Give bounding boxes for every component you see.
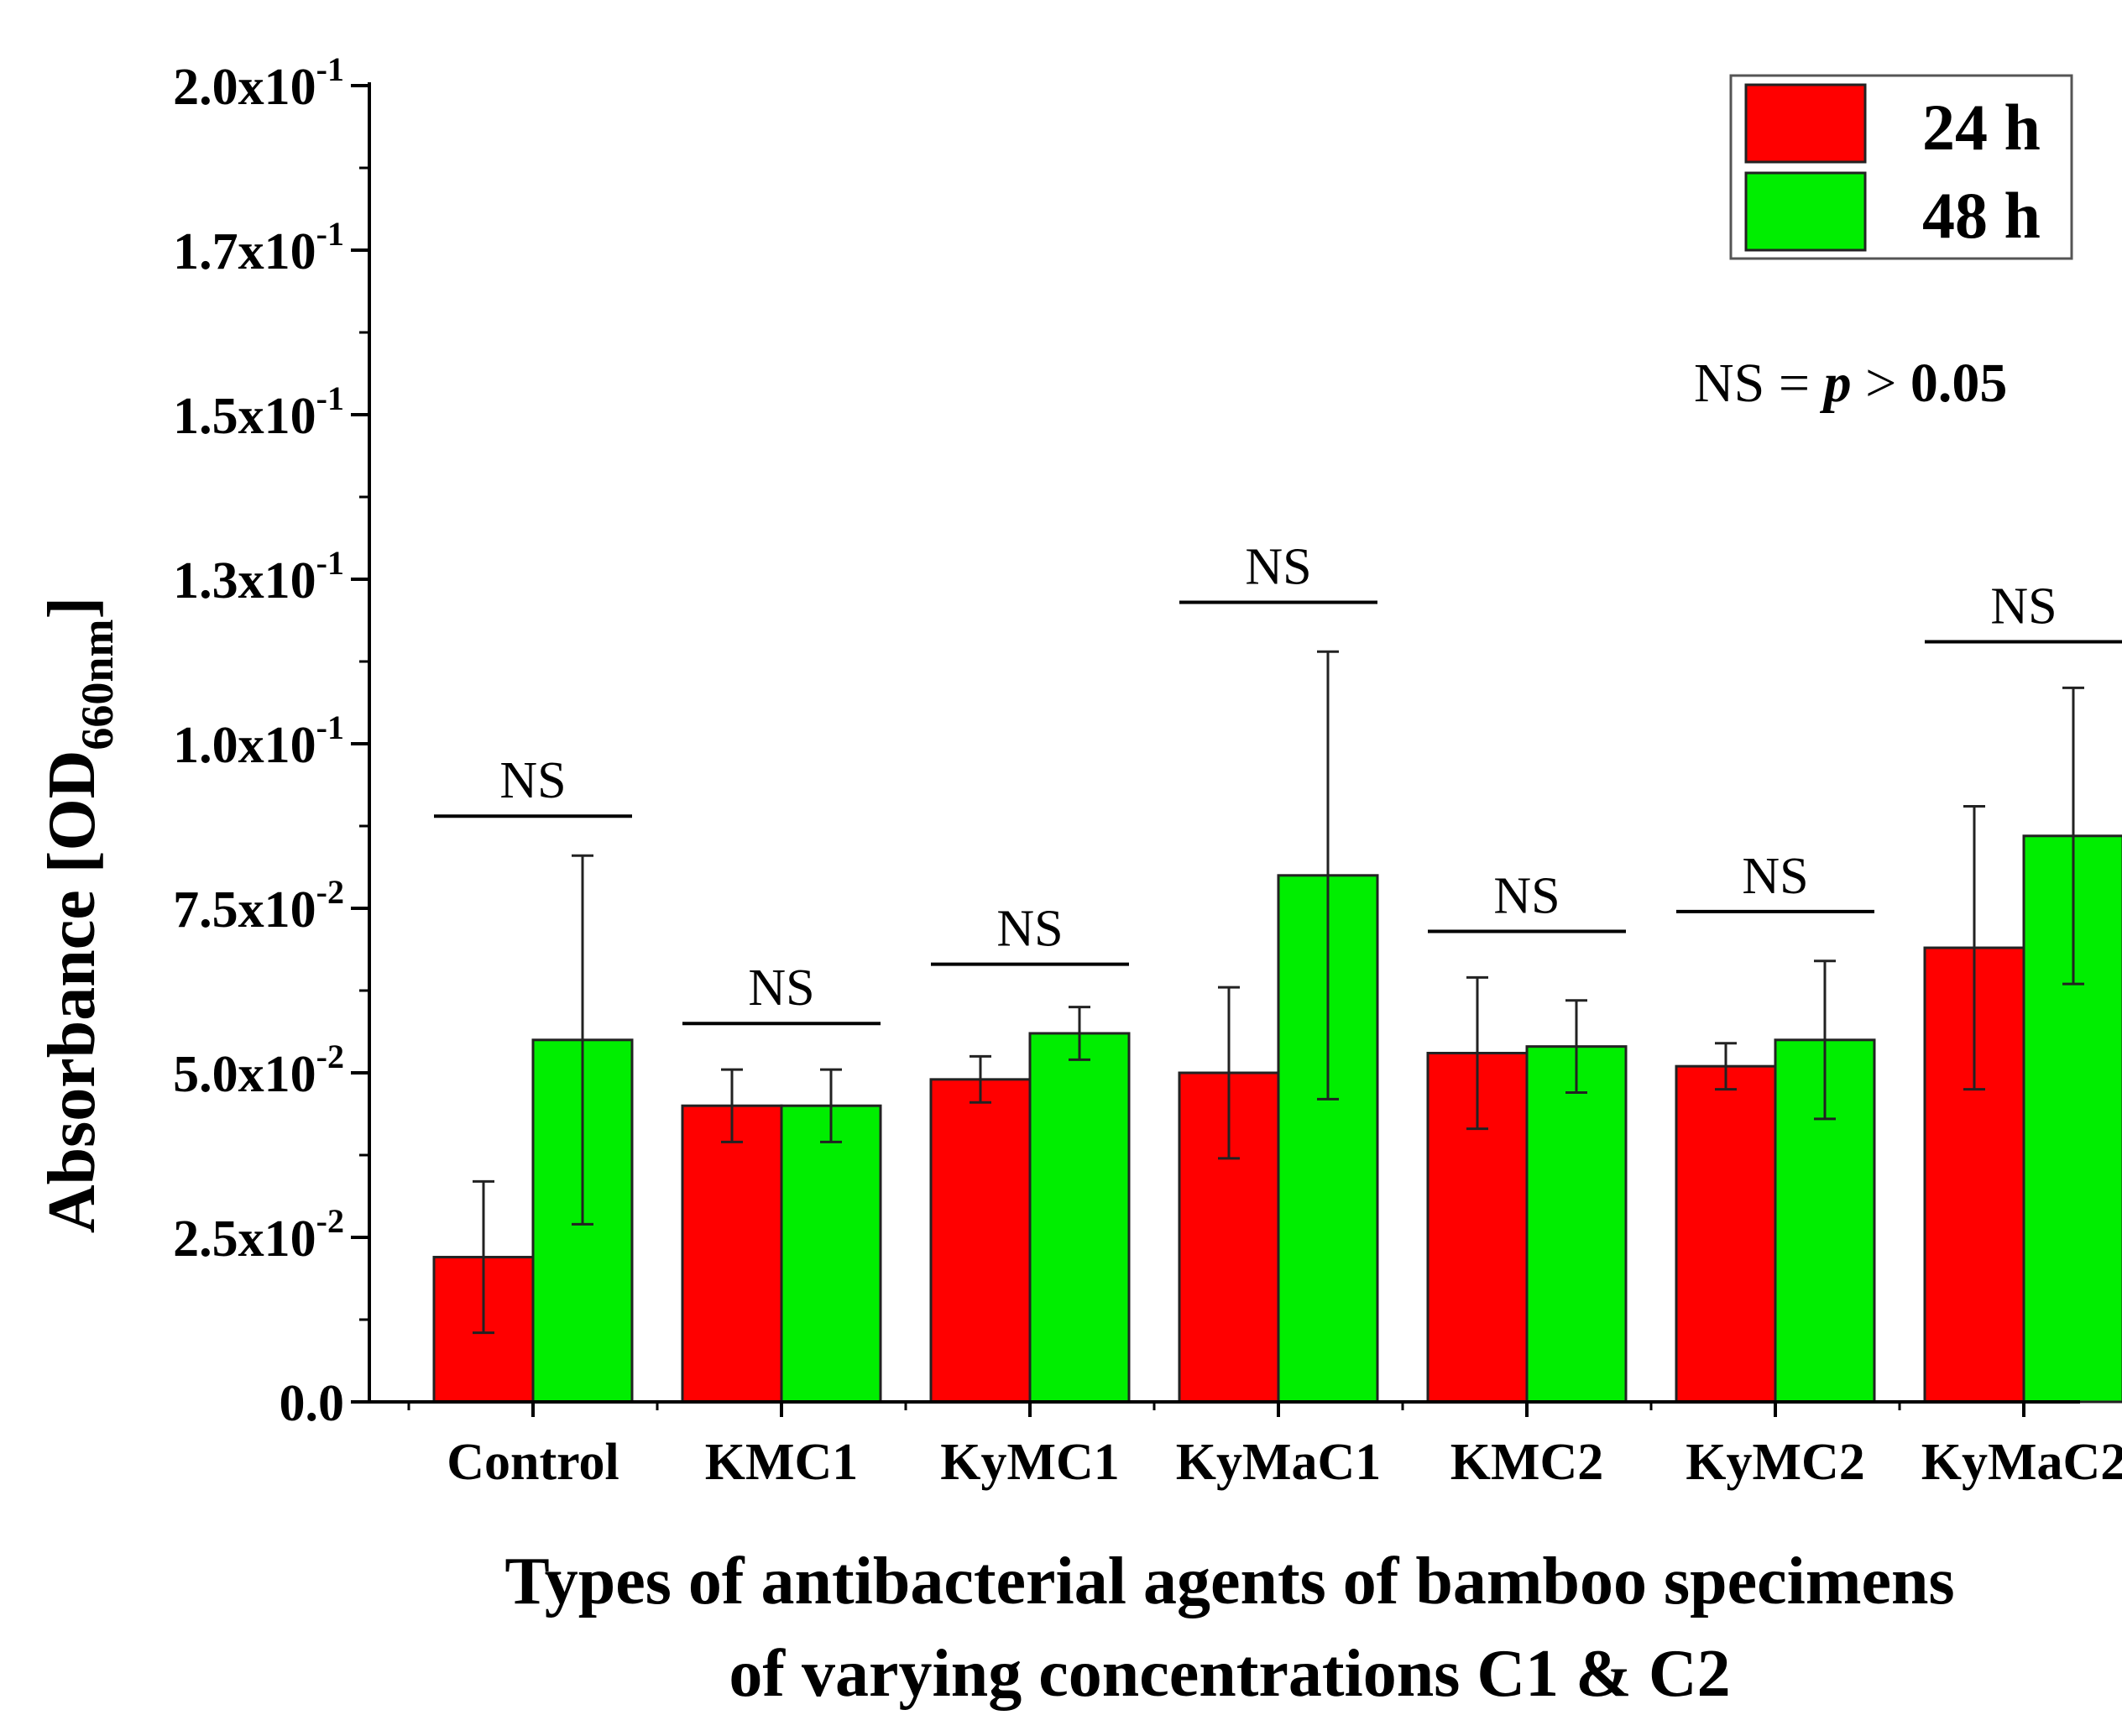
significance-label-KMC2: NS xyxy=(1493,867,1560,924)
y-tick-label: 2.0x10-1 xyxy=(173,50,344,116)
significance-label-KyMaC1: NS xyxy=(1245,538,1311,595)
y-tick-label-exp: -2 xyxy=(316,1202,344,1240)
y-tick-label: 1.3x10-1 xyxy=(173,544,344,609)
y-tick-label-exp: -2 xyxy=(316,1038,344,1075)
y-tick-label-exp: -1 xyxy=(316,709,344,746)
category-label-KMC2: KMC2 xyxy=(1450,1434,1604,1491)
significance-label-KMC1: NS xyxy=(748,960,814,1017)
y-tick-label: 5.0x10-2 xyxy=(173,1038,344,1103)
x-axis-title-line1: Types of antibacterial agents of bamboo … xyxy=(504,1545,1954,1618)
y-axis-title-sub: 660nm xyxy=(72,620,123,750)
y-axis-ticks: 0.02.5x10-25.0x10-27.5x10-21.0x10-11.3x1… xyxy=(173,50,369,1432)
bar-48h-KyMC1 xyxy=(1028,1032,1131,1404)
significance-label-KyMC1: NS xyxy=(996,901,1063,958)
y-axis-title-main: Absorbance [OD xyxy=(35,750,109,1234)
y-tick-label-base: 7.5x10 xyxy=(173,881,316,939)
y-tick-label-base: 1.3x10 xyxy=(173,552,316,609)
significance-note: NS = p > 0.05 xyxy=(1694,353,2007,414)
y-tick-label: 2.5x10-2 xyxy=(173,1202,344,1268)
y-tick-label: 1.7x10-1 xyxy=(173,215,344,280)
x-axis-title-line2: of varying concentrations C1 & C2 xyxy=(729,1637,1730,1711)
y-tick-label-base: 5.0x10 xyxy=(173,1046,316,1103)
y-tick-label-base: 2.0x10 xyxy=(173,59,316,116)
significance-label-KyMC2: NS xyxy=(1742,848,1808,905)
legend-label-48h: 48 h xyxy=(1922,179,2041,252)
category-label-Control: Control xyxy=(447,1434,619,1491)
y-tick-label-exp: -2 xyxy=(316,873,344,911)
legend-swatch-24h xyxy=(1744,83,1867,164)
note-gt: > xyxy=(1852,353,1910,414)
legend: 24 h 48 h xyxy=(1729,74,2073,260)
note-p: p xyxy=(1820,353,1852,414)
category-labels: Control KMC1 KyMC1 KyMaC1 KMC2 KyMC2 KyMaC2 xyxy=(447,1434,2122,1491)
y-tick-label-base: 0.0 xyxy=(280,1375,345,1432)
significance-markers: NS NS NS NS NS NS NS xyxy=(434,538,2122,1026)
y-tick-label: 7.5x10-2 xyxy=(173,873,344,939)
bar-24h-KyMC1 xyxy=(929,1078,1032,1404)
bar-48h-KMC1 xyxy=(780,1104,882,1404)
y-axis-title-close: ] xyxy=(35,597,109,620)
note-main: NS = xyxy=(1694,353,1824,414)
bars xyxy=(432,834,2122,1404)
y-tick-label-base: 2.5x10 xyxy=(173,1210,316,1268)
y-tick-label-exp: -1 xyxy=(316,50,344,88)
category-label-KyMC1: KyMC1 xyxy=(940,1434,1120,1491)
category-label-KMC1: KMC1 xyxy=(705,1434,859,1491)
significance-label-Control: NS xyxy=(499,752,566,809)
bar-24h-KMC1 xyxy=(681,1104,783,1404)
y-tick-label: 1.5x10-1 xyxy=(173,379,344,445)
y-tick-label: 1.0x10-1 xyxy=(173,709,344,774)
legend-label-24h: 24 h xyxy=(1922,91,2041,164)
category-label-KyMC2: KyMC2 xyxy=(1686,1434,1865,1491)
y-tick-label-base: 1.7x10 xyxy=(173,223,316,280)
y-tick-label-base: 1.5x10 xyxy=(173,388,316,445)
category-label-KyMaC1: KyMaC1 xyxy=(1176,1434,1382,1491)
category-label-KyMaC2: KyMaC2 xyxy=(1921,1434,2122,1491)
y-tick-label-exp: -1 xyxy=(316,379,344,417)
y-tick-label-exp: -1 xyxy=(316,215,344,253)
y-tick-label-exp: -1 xyxy=(316,544,344,582)
y-tick-label: 0.0 xyxy=(280,1375,345,1432)
y-tick-label-base: 1.0x10 xyxy=(173,717,316,774)
bar-48h-KMC2 xyxy=(1525,1045,1628,1404)
axes xyxy=(368,82,2080,1417)
legend-swatch-48h xyxy=(1744,171,1867,252)
significance-label-KyMaC2: NS xyxy=(1990,578,2057,635)
note-value: 0.05 xyxy=(1910,353,2008,414)
y-axis-title: Absorbance [OD660nm] xyxy=(35,597,123,1233)
error-bars xyxy=(473,650,2084,1335)
bar-24h-KyMC2 xyxy=(1675,1064,1777,1404)
